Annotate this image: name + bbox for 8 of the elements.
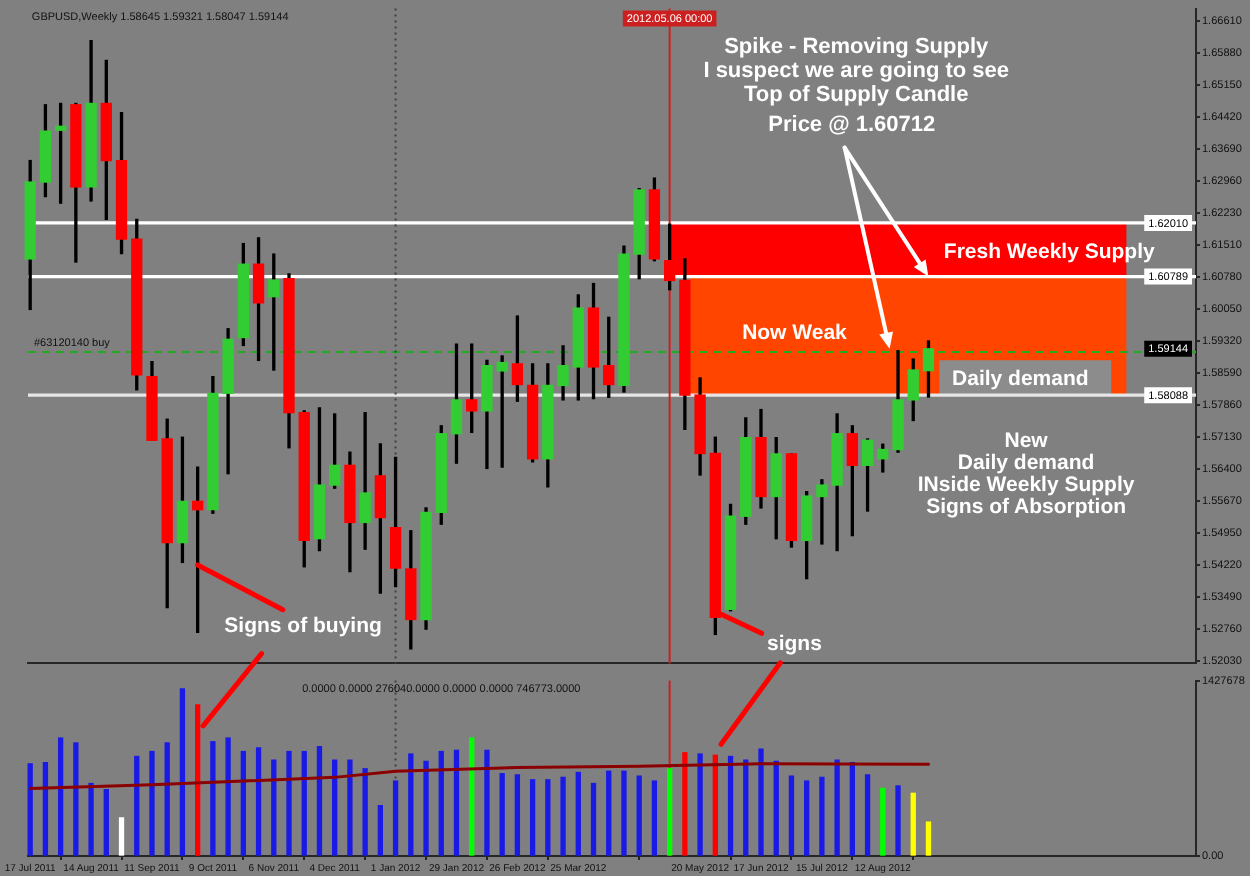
annotation: Now Weak: [742, 320, 848, 345]
annotation: Daily demand: [952, 367, 1089, 392]
annotation: New Daily demand INside Weekly Supply Signs of Absorption: [917, 428, 1135, 519]
annotation: Fresh Weekly Supply: [943, 240, 1156, 265]
annotation: signs: [767, 632, 823, 657]
annotation: Signs of buying: [224, 613, 382, 638]
annotation: Spike - Removing Supply I suspect we are going to see Top of Supply Candle: [703, 35, 1010, 108]
annotation: Price @ 1.60712: [768, 112, 936, 137]
